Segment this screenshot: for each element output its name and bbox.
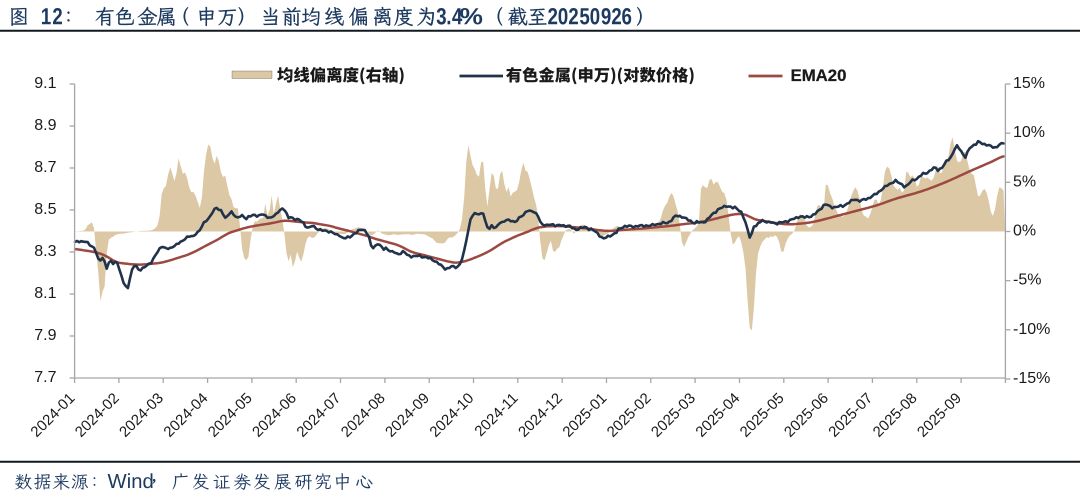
svg-text:8.7: 8.7 bbox=[34, 159, 56, 176]
svg-text:15%: 15% bbox=[1013, 75, 1045, 92]
svg-text:7.9: 7.9 bbox=[34, 327, 56, 344]
svg-text:8.5: 8.5 bbox=[34, 201, 56, 218]
svg-text:-15%: -15% bbox=[1013, 370, 1050, 387]
svg-text:EMA20: EMA20 bbox=[791, 66, 847, 85]
svg-text:9.1: 9.1 bbox=[34, 75, 56, 92]
svg-text:8.1: 8.1 bbox=[34, 285, 56, 302]
svg-text:7.7: 7.7 bbox=[34, 369, 56, 386]
svg-text:10%: 10% bbox=[1013, 124, 1045, 141]
svg-text:8.3: 8.3 bbox=[34, 243, 56, 260]
svg-text:-10%: -10% bbox=[1013, 321, 1050, 338]
svg-text:5%: 5% bbox=[1013, 173, 1036, 190]
svg-text:-5%: -5% bbox=[1013, 272, 1041, 289]
svg-text:0%: 0% bbox=[1013, 223, 1036, 240]
svg-text:8.9: 8.9 bbox=[34, 117, 56, 134]
